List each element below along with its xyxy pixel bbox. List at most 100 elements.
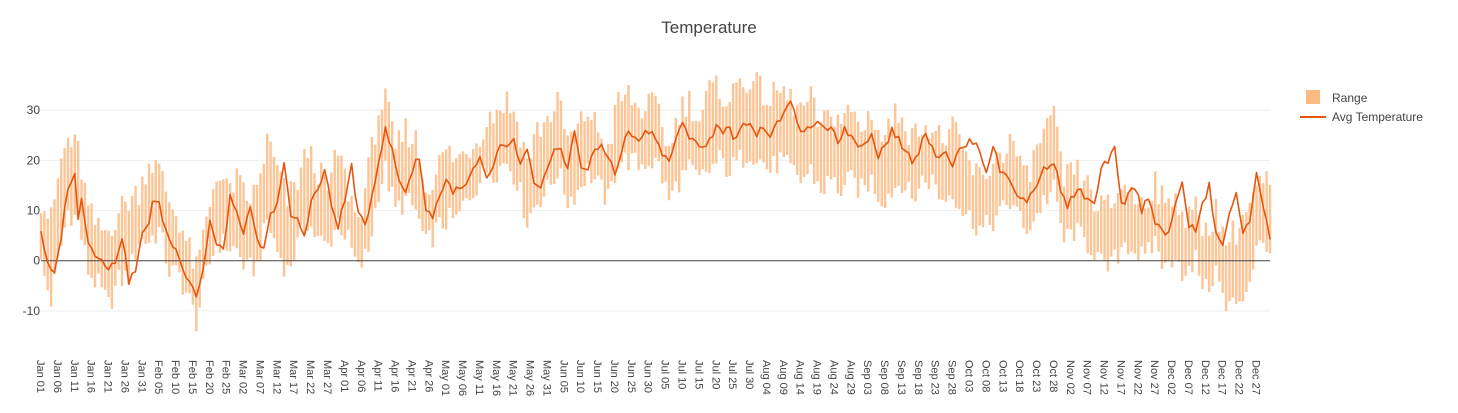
range-bar[interactable] <box>900 117 904 193</box>
range-bar[interactable] <box>981 174 985 228</box>
range-bar[interactable] <box>975 163 978 236</box>
range-bar[interactable] <box>137 205 141 245</box>
range-bar[interactable] <box>897 122 900 186</box>
range-bar[interactable] <box>1018 155 1022 212</box>
range-bar[interactable] <box>103 229 107 291</box>
range-bar[interactable] <box>1211 231 1214 287</box>
range-bar[interactable] <box>880 141 883 207</box>
range-bar[interactable] <box>458 154 461 212</box>
range-bar[interactable] <box>124 201 127 271</box>
range-bar[interactable] <box>1079 188 1083 227</box>
range-bar[interactable] <box>1116 193 1120 264</box>
range-bar[interactable] <box>174 216 178 266</box>
range-bar[interactable] <box>634 102 637 153</box>
range-bar[interactable] <box>218 180 222 253</box>
range-bar[interactable] <box>1224 245 1228 312</box>
range-bar[interactable] <box>1255 185 1258 246</box>
range-bar[interactable] <box>211 189 215 257</box>
range-bar[interactable] <box>924 125 927 183</box>
range-bar[interactable] <box>1251 192 1255 270</box>
range-bar[interactable] <box>323 174 326 241</box>
range-bar[interactable] <box>674 117 677 182</box>
range-bar[interactable] <box>1265 171 1268 253</box>
range-bar[interactable] <box>823 110 826 195</box>
range-bar[interactable] <box>1093 211 1096 261</box>
range-bar[interactable] <box>762 105 765 163</box>
range-bar[interactable] <box>785 100 789 155</box>
range-bar[interactable] <box>208 206 212 265</box>
range-bar[interactable] <box>1049 115 1052 193</box>
range-bar[interactable] <box>701 109 704 170</box>
range-bar[interactable] <box>650 92 654 169</box>
range-bar[interactable] <box>755 72 758 164</box>
range-bar[interactable] <box>546 116 549 180</box>
range-bar[interactable] <box>222 179 225 234</box>
range-bar[interactable] <box>603 153 607 205</box>
range-bar[interactable] <box>752 81 755 165</box>
range-bar[interactable] <box>1056 126 1059 202</box>
range-bar[interactable] <box>272 156 276 239</box>
range-bar[interactable] <box>245 200 249 260</box>
range-bar[interactable] <box>178 232 181 273</box>
range-bar[interactable] <box>1191 210 1194 273</box>
range-bar[interactable] <box>313 173 316 237</box>
range-bar[interactable] <box>83 183 87 246</box>
range-bar[interactable] <box>620 101 623 163</box>
range-bar[interactable] <box>1133 204 1137 254</box>
range-bar[interactable] <box>627 85 630 171</box>
range-bar[interactable] <box>60 158 63 246</box>
range-bar[interactable] <box>262 163 266 224</box>
range-bar[interactable] <box>583 121 586 186</box>
range-bar[interactable] <box>698 121 701 175</box>
range-bar[interactable] <box>951 116 954 200</box>
range-bar[interactable] <box>282 178 286 277</box>
range-bar[interactable] <box>937 125 941 200</box>
range-bar[interactable] <box>769 105 772 173</box>
range-bar[interactable] <box>357 216 360 263</box>
range-bar[interactable] <box>738 78 742 150</box>
range-bar[interactable] <box>1083 180 1086 238</box>
range-bar[interactable] <box>688 90 691 160</box>
range-bar[interactable] <box>1197 215 1201 276</box>
range-bar[interactable] <box>850 111 853 171</box>
range-bar[interactable] <box>816 126 819 182</box>
range-bar[interactable] <box>819 122 823 193</box>
range-bar[interactable] <box>1099 195 1103 254</box>
range-bar[interactable] <box>1002 162 1005 201</box>
range-bar[interactable] <box>66 138 70 210</box>
range-bar[interactable] <box>130 195 134 254</box>
range-bar[interactable] <box>806 101 809 175</box>
range-bar[interactable] <box>758 75 762 160</box>
range-bar[interactable] <box>235 168 239 249</box>
range-bar[interactable] <box>255 184 259 261</box>
range-bar[interactable] <box>715 75 718 164</box>
range-bar[interactable] <box>309 145 313 227</box>
range-bar[interactable] <box>448 145 451 209</box>
range-bar[interactable] <box>654 95 657 158</box>
range-bar[interactable] <box>775 90 779 174</box>
range-bar[interactable] <box>53 199 56 275</box>
range-bar[interactable] <box>1204 222 1208 279</box>
range-bar[interactable] <box>299 167 303 226</box>
range-bar[interactable] <box>728 102 731 176</box>
range-bar[interactable] <box>1052 105 1056 180</box>
range-bar[interactable] <box>401 141 404 215</box>
range-bar[interactable] <box>144 184 147 244</box>
range-bar[interactable] <box>390 121 394 187</box>
range-bar[interactable] <box>397 130 401 201</box>
range-bar[interactable] <box>110 235 114 309</box>
range-bar[interactable] <box>867 111 870 192</box>
range-bar[interactable] <box>49 207 53 307</box>
range-bar[interactable] <box>1218 231 1221 282</box>
range-bar[interactable] <box>573 132 576 205</box>
range-bar[interactable] <box>812 97 816 184</box>
range-bar[interactable] <box>644 111 647 169</box>
range-bar[interactable] <box>954 122 958 208</box>
range-bar[interactable] <box>303 148 306 235</box>
range-bar[interactable] <box>1072 174 1076 241</box>
range-bar[interactable] <box>228 183 232 252</box>
range-bar[interactable] <box>461 151 465 201</box>
range-bar[interactable] <box>421 179 424 231</box>
range-bar[interactable] <box>1170 206 1174 268</box>
range-bar[interactable] <box>948 129 951 196</box>
